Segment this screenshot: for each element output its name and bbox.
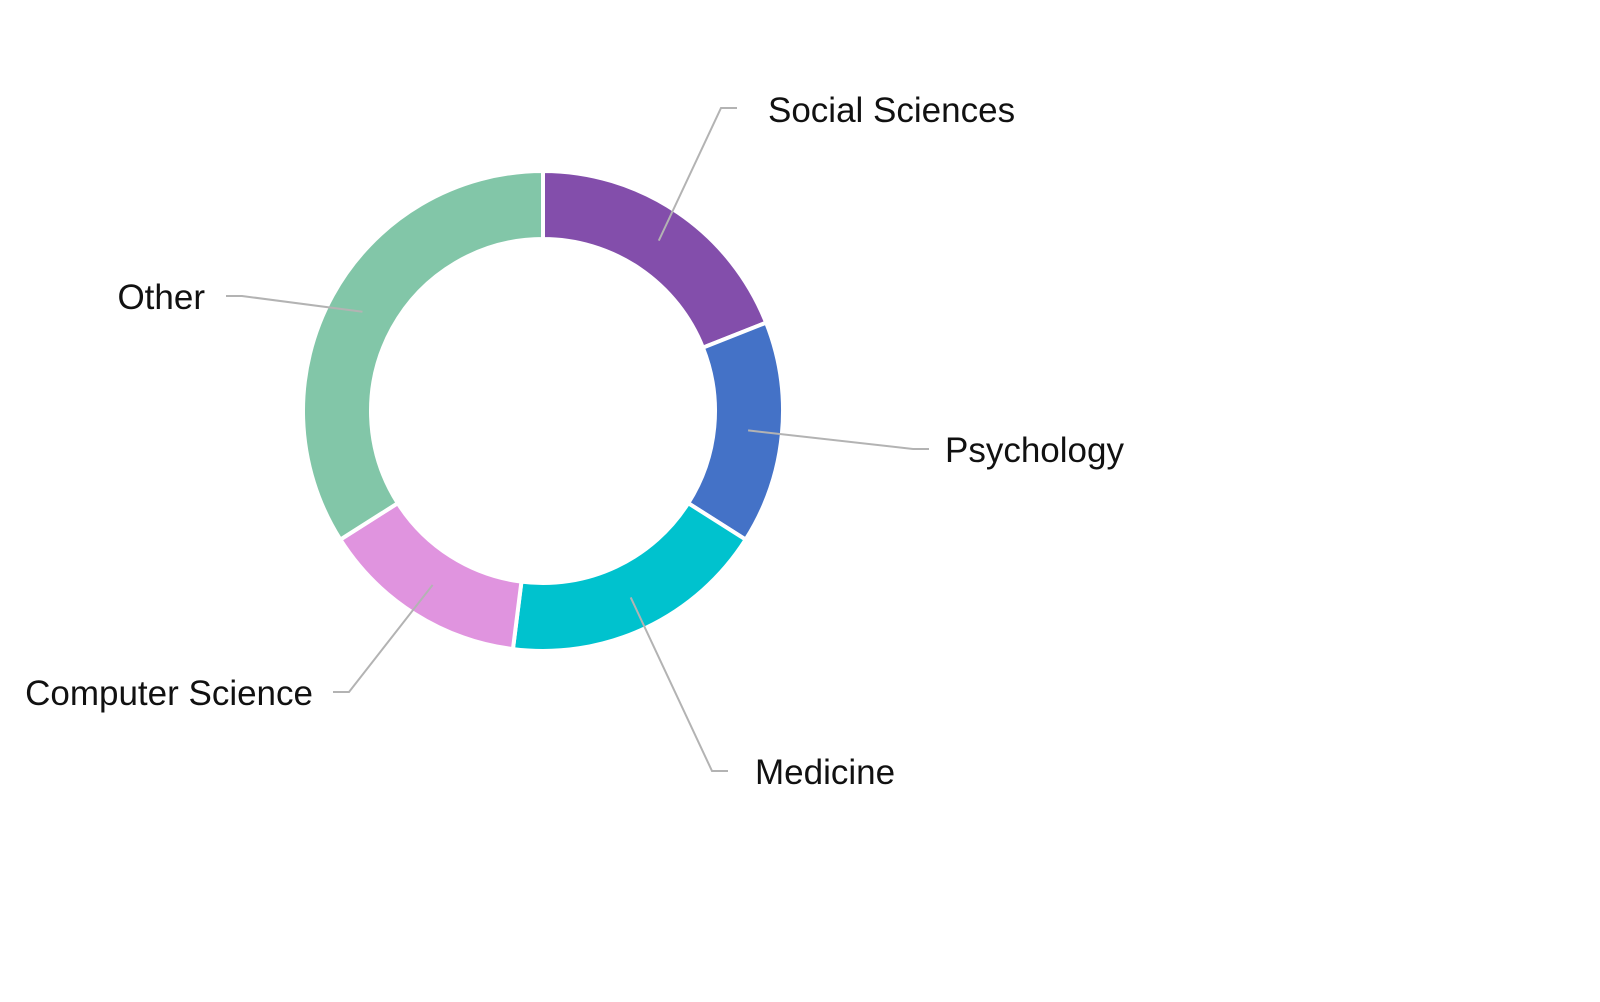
slice-psychology bbox=[685, 320, 785, 543]
slices-group bbox=[301, 168, 785, 653]
slice-computer-science bbox=[337, 500, 524, 652]
slice-social-sciences bbox=[541, 168, 769, 351]
leader-medicine bbox=[629, 596, 728, 772]
label-social-sciences: Social Sciences bbox=[768, 91, 1015, 130]
label-computer-science: Computer Science bbox=[25, 674, 313, 713]
leader-other bbox=[226, 295, 363, 313]
slice-other bbox=[301, 168, 545, 543]
leader-lines-group bbox=[226, 107, 929, 772]
leader-computer-science bbox=[333, 584, 434, 693]
label-psychology: Psychology bbox=[945, 431, 1124, 470]
leader-psychology bbox=[747, 429, 929, 450]
slice-medicine bbox=[510, 500, 749, 653]
leader-social-sciences bbox=[657, 107, 737, 242]
label-medicine: Medicine bbox=[755, 753, 895, 792]
label-other: Other bbox=[117, 278, 205, 317]
labels-group: Social Sciences Psychology Medicine Compute… bbox=[25, 91, 1124, 792]
